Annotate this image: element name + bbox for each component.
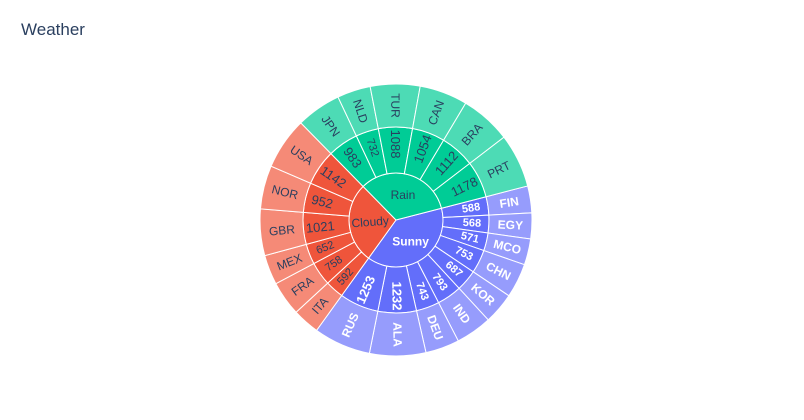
country-label-egy: EGY bbox=[497, 217, 523, 232]
country-label-ala: ALA bbox=[390, 322, 404, 347]
chart-title: Weather bbox=[21, 20, 85, 39]
value-label-nld: 732 bbox=[364, 137, 381, 158]
value-label-egy: 568 bbox=[462, 217, 481, 230]
country-label-nor: NOR bbox=[270, 182, 300, 202]
category-label-sunny: Sunny bbox=[392, 234, 429, 248]
value-label-tur: 1088 bbox=[388, 129, 403, 158]
country-label-tur: TUR bbox=[388, 93, 402, 118]
category-label-rain: Rain bbox=[391, 188, 416, 202]
country-label-fin: FIN bbox=[499, 194, 520, 211]
country-label-mco: MCO bbox=[492, 237, 523, 257]
category-label-cloudy: Cloudy bbox=[351, 214, 389, 231]
value-label-fin: 588 bbox=[461, 201, 481, 216]
country-label-gbr: GBR bbox=[268, 222, 296, 238]
value-label-ala: 1232 bbox=[389, 281, 404, 310]
value-label-mco: 571 bbox=[460, 230, 481, 246]
value-label-deu: 743 bbox=[413, 281, 431, 302]
value-label-nor: 952 bbox=[310, 192, 335, 212]
value-label-gbr: 1021 bbox=[305, 218, 335, 236]
ring-outer-prt[interactable] bbox=[469, 136, 529, 198]
